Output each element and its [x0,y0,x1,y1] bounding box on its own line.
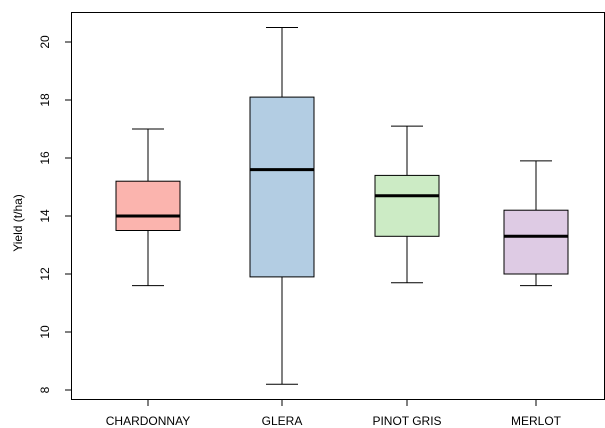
y-tick-label: 18 [38,93,52,107]
box-chardonnay [115,128,181,287]
iqr-box [115,180,181,231]
x-tick-label: MERLOT [511,414,562,428]
boxes [115,27,569,385]
y-tick-label: 16 [38,151,52,165]
y-tick-label: 12 [38,267,52,281]
x-tick-label: GLERA [262,414,303,428]
x-tick-label: CHARDONNAY [106,414,190,428]
box-merlot [503,160,569,287]
y-axis-label: Yield (t/ha) [11,194,25,252]
iqr-box [249,96,315,278]
box-pinot-gris [374,125,440,284]
iqr-box [374,174,440,237]
x-tick-label: PINOT GRIS [372,414,441,428]
y-tick-label: 8 [38,386,52,393]
y-tick-label: 20 [38,35,52,49]
y-tick-label: 10 [38,325,52,339]
iqr-box [503,209,569,275]
y-tick-label: 14 [38,209,52,223]
box-glera [249,27,315,385]
y-axis: 8 10 12 14 16 18 20 [38,35,71,393]
x-axis: CHARDONNAY GLERA PINOT GRIS MERLOT [106,400,562,428]
